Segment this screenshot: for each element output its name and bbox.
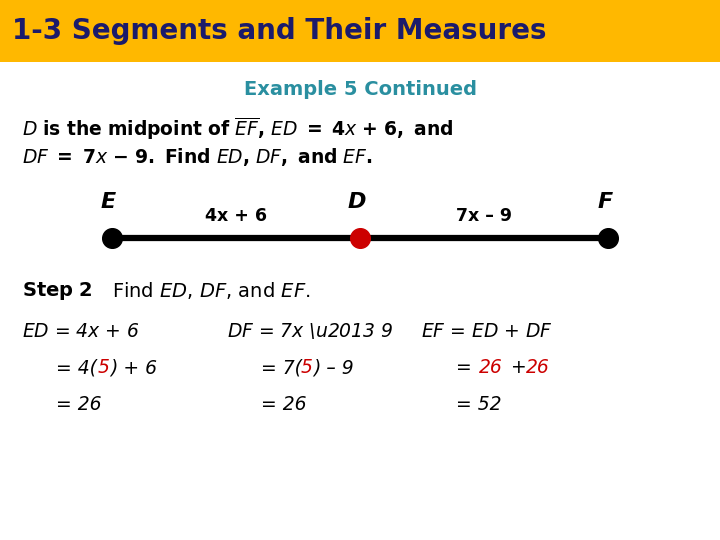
Text: 4x + 6: 4x + 6 <box>204 207 267 225</box>
Text: D: D <box>347 192 366 213</box>
Text: = 26: = 26 <box>261 395 307 414</box>
Text: = 7(: = 7( <box>261 358 302 377</box>
Text: $\mathbf{Step\ 2}$: $\mathbf{Step\ 2}$ <box>22 280 92 301</box>
Text: ) – 9: ) – 9 <box>313 358 354 377</box>
Text: $\mathbf{\mathit{D}}$ $\mathbf{is\ the\ midpoint\ of}$ $\mathbf{\overline{\mathi: $\mathbf{\mathit{D}}$ $\mathbf{is\ the\ … <box>22 115 453 142</box>
Text: $\mathit{DF}$ = 7$\mathit{x}$ \u2013 9: $\mathit{DF}$ = 7$\mathit{x}$ \u2013 9 <box>227 321 393 341</box>
Point <box>106 233 117 242</box>
Text: =: = <box>456 358 477 377</box>
Text: 7x – 9: 7x – 9 <box>456 207 512 225</box>
Text: Example 5 Continued: Example 5 Continued <box>243 79 477 99</box>
Text: Find $\mathit{ED}$, $\mathit{DF}$, and $\mathit{EF}$.: Find $\mathit{ED}$, $\mathit{DF}$, and $… <box>112 280 310 301</box>
Point <box>603 233 614 242</box>
Text: ) + 6: ) + 6 <box>110 358 157 377</box>
Text: 26: 26 <box>479 358 503 377</box>
Text: = 52: = 52 <box>456 395 501 414</box>
Text: 5: 5 <box>97 358 109 377</box>
Text: +: + <box>505 358 533 377</box>
Text: E: E <box>100 192 116 213</box>
Text: $\mathbf{\mathit{DF}}$ $\mathbf{=\ 7}$$\mathbf{\mathit{x}}$ $\mathbf{-\ 9.\ Find: $\mathbf{\mathit{DF}}$ $\mathbf{=\ 7}$$\… <box>22 146 372 167</box>
Text: = 4(: = 4( <box>56 358 97 377</box>
Text: $\mathit{ED}$ = 4$\mathit{x}$ + 6: $\mathit{ED}$ = 4$\mathit{x}$ + 6 <box>22 321 139 341</box>
Text: F: F <box>597 192 613 213</box>
Text: 5: 5 <box>301 358 312 377</box>
Text: 1-3 Segments and Their Measures: 1-3 Segments and Their Measures <box>12 17 546 45</box>
Text: = 26: = 26 <box>56 395 102 414</box>
Text: $\mathit{EF}$ = $\mathit{ED}$ + $\mathit{DF}$: $\mathit{EF}$ = $\mathit{ED}$ + $\mathit… <box>421 321 553 341</box>
Point <box>354 233 366 242</box>
FancyBboxPatch shape <box>0 0 720 62</box>
Text: 26: 26 <box>526 358 550 377</box>
